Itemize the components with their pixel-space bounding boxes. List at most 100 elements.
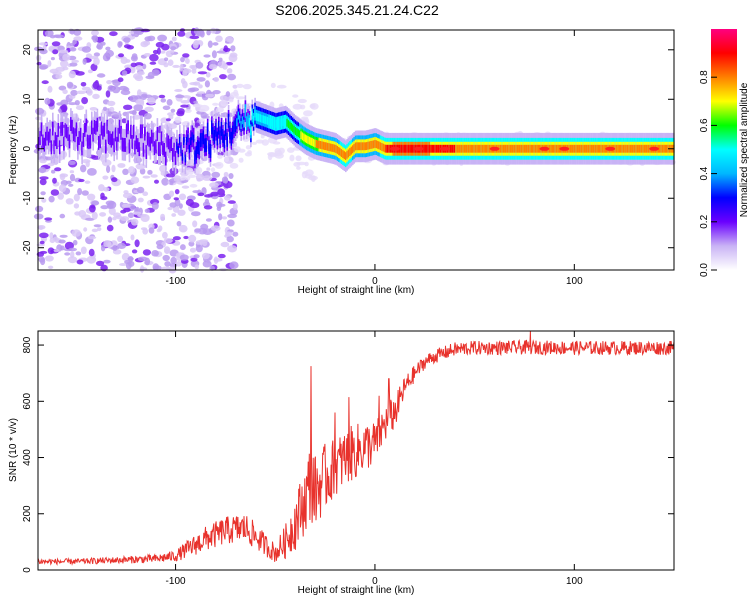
spectrogram-ridge-cell bbox=[289, 121, 291, 130]
spectrogram-noise-cell bbox=[227, 200, 236, 204]
spectrogram-noise-cell bbox=[206, 167, 211, 171]
spectrogram-noise-cell bbox=[147, 97, 156, 105]
spectrogram-noise-cell bbox=[72, 239, 78, 246]
spectrogram-ridge-cell bbox=[127, 123, 129, 132]
spectrogram-ridge-cell bbox=[173, 145, 175, 154]
spectrogram-noise-cell bbox=[65, 180, 72, 184]
spectrogram-noise-cell bbox=[173, 197, 179, 201]
spectrogram-ridge-cell bbox=[192, 134, 195, 143]
spectrogram-noise-cell bbox=[38, 167, 47, 174]
spectrogram-ridge-cell bbox=[466, 144, 469, 153]
spectrogram-ridge-cell bbox=[406, 144, 408, 153]
spectrogram-ridge-cell bbox=[626, 144, 629, 153]
spectrogram-noise-cell bbox=[204, 194, 213, 198]
spectrogram-ridge-cell bbox=[71, 122, 74, 131]
spectrogram-hotspot bbox=[605, 146, 616, 151]
spectrogram-ridge-cell bbox=[476, 144, 478, 153]
spectrogram-ridge-cell bbox=[371, 140, 374, 149]
spectrogram-noise-cell bbox=[65, 198, 74, 205]
spectrogram-noise-cell bbox=[64, 252, 71, 256]
spectrogram-noise-cell bbox=[119, 263, 127, 266]
spectrogram-ridge-cell bbox=[247, 116, 249, 124]
spectrogram-ridge-cell bbox=[593, 144, 596, 153]
spectrogram-noise-cell bbox=[88, 248, 95, 257]
spectrogram-noise-cell bbox=[121, 203, 131, 208]
spectrogram-noise-cell bbox=[151, 202, 159, 210]
spectrogram-noise-cell bbox=[58, 49, 69, 54]
spectrogram-ridge-cell bbox=[643, 144, 646, 153]
spectrogram-ridge-cell bbox=[449, 144, 452, 153]
spectrogram-ridge-cell bbox=[534, 144, 537, 153]
spectrogram-hotspot bbox=[559, 146, 570, 151]
spectrogram-noise-cell bbox=[64, 241, 74, 250]
spectrogram-noise-cell bbox=[51, 41, 61, 47]
spectrogram-noise-cell bbox=[113, 212, 121, 218]
spectrogram-ridge-cell bbox=[278, 119, 280, 128]
spectrogram-ridge-cell bbox=[160, 134, 163, 143]
spectrogram-ridge-cell bbox=[63, 139, 65, 148]
spectrogram-noise-cell bbox=[91, 211, 98, 220]
spectrogram-ridge-cell bbox=[65, 127, 68, 136]
spectrogram-ridge-cell bbox=[113, 141, 115, 150]
spectrogram-ridge-cell bbox=[423, 144, 425, 153]
spectrogram-noise-cell bbox=[73, 193, 80, 202]
spectrogram-noise-cell bbox=[185, 198, 194, 207]
spectrogram-ridge-cell bbox=[410, 144, 413, 153]
spectrogram-ridge-cell bbox=[227, 116, 230, 125]
spectrogram-noise-cell bbox=[144, 257, 151, 266]
spectrogram-noise-cell bbox=[47, 60, 52, 67]
spectrogram-ridge-cell bbox=[412, 144, 414, 153]
spectrogram-noise-cell bbox=[132, 211, 142, 215]
spectrogram-ridge-cell bbox=[465, 144, 467, 153]
spectrogram-ridge-cell bbox=[123, 140, 125, 149]
spectrogram-noise-cell bbox=[127, 212, 135, 219]
spectrogram-ridge-cell bbox=[370, 141, 372, 149]
spectrogram-ridge-cell bbox=[557, 144, 559, 153]
spectrogram-noise-cell bbox=[205, 93, 215, 98]
spectrogram-ridge-cell bbox=[52, 124, 54, 133]
spectrogram-noise-cell bbox=[80, 82, 87, 87]
spectrogram-noise-cell bbox=[177, 31, 186, 37]
spectrogram-noise-cell bbox=[193, 81, 201, 86]
spectrogram-noise-cell bbox=[232, 202, 238, 211]
spectrogram-hotspot bbox=[489, 146, 500, 151]
spectrogram-ridge-cell bbox=[103, 125, 106, 134]
spectrogram-ridge-cell bbox=[311, 138, 314, 146]
spectrogram-noise-cell bbox=[160, 98, 167, 103]
spectrogram-ridge-cell bbox=[79, 130, 82, 139]
spectrogram-noise-cell bbox=[81, 190, 89, 196]
spectrogram-noise-cell bbox=[193, 27, 200, 35]
spectrogram-ridge-cell bbox=[89, 137, 92, 146]
spectrogram-ridge-cell bbox=[377, 140, 379, 149]
spectrogram-noise-cell bbox=[60, 99, 69, 106]
spectrogram-noise-cell bbox=[68, 247, 77, 252]
spectrogram-ridge-cell bbox=[385, 144, 388, 153]
spectrogram-ridge-cell bbox=[132, 127, 135, 136]
spectrogram-ridge-cell bbox=[158, 145, 160, 153]
spectrogram-noise-cell bbox=[75, 71, 85, 76]
spectrogram-noise-cell bbox=[96, 260, 105, 267]
spectrogram-ridge-cell bbox=[306, 135, 308, 144]
spectrogram-ridge-cell bbox=[144, 129, 146, 138]
spectrogram-ridge-cell bbox=[265, 116, 268, 125]
spectrogram-ridge-cell bbox=[187, 134, 189, 143]
spectrogram-noise-cell bbox=[37, 225, 46, 230]
spectrogram-haze-cell bbox=[303, 110, 313, 117]
spectrogram-noise-cell bbox=[232, 231, 239, 237]
spectrogram-noise-cell bbox=[211, 59, 216, 65]
spectrogram-ridge-cell bbox=[266, 116, 269, 125]
spectrogram-ridge-cell bbox=[480, 144, 482, 153]
spectrogram-noise-cell bbox=[178, 203, 183, 209]
spectrogram-ridge-cell bbox=[518, 144, 520, 153]
spectrogram-ridge-cell bbox=[486, 144, 488, 153]
spectrogram-noise-cell bbox=[59, 173, 66, 181]
spectrogram-noise-cell bbox=[93, 224, 102, 228]
spectrogram-x-ticks: -100 0 100 bbox=[166, 30, 583, 287]
spectrogram-ridge-cell bbox=[459, 144, 462, 153]
spectrogram-noise-cell bbox=[85, 160, 90, 168]
spectrogram-haze-cell bbox=[199, 104, 210, 112]
spectrogram-ridge-cell bbox=[384, 144, 386, 153]
spectrogram-ridge-cell bbox=[245, 119, 248, 128]
spectrogram-ridge-cell bbox=[469, 144, 471, 153]
spectrogram-ridge-cell bbox=[333, 144, 336, 153]
